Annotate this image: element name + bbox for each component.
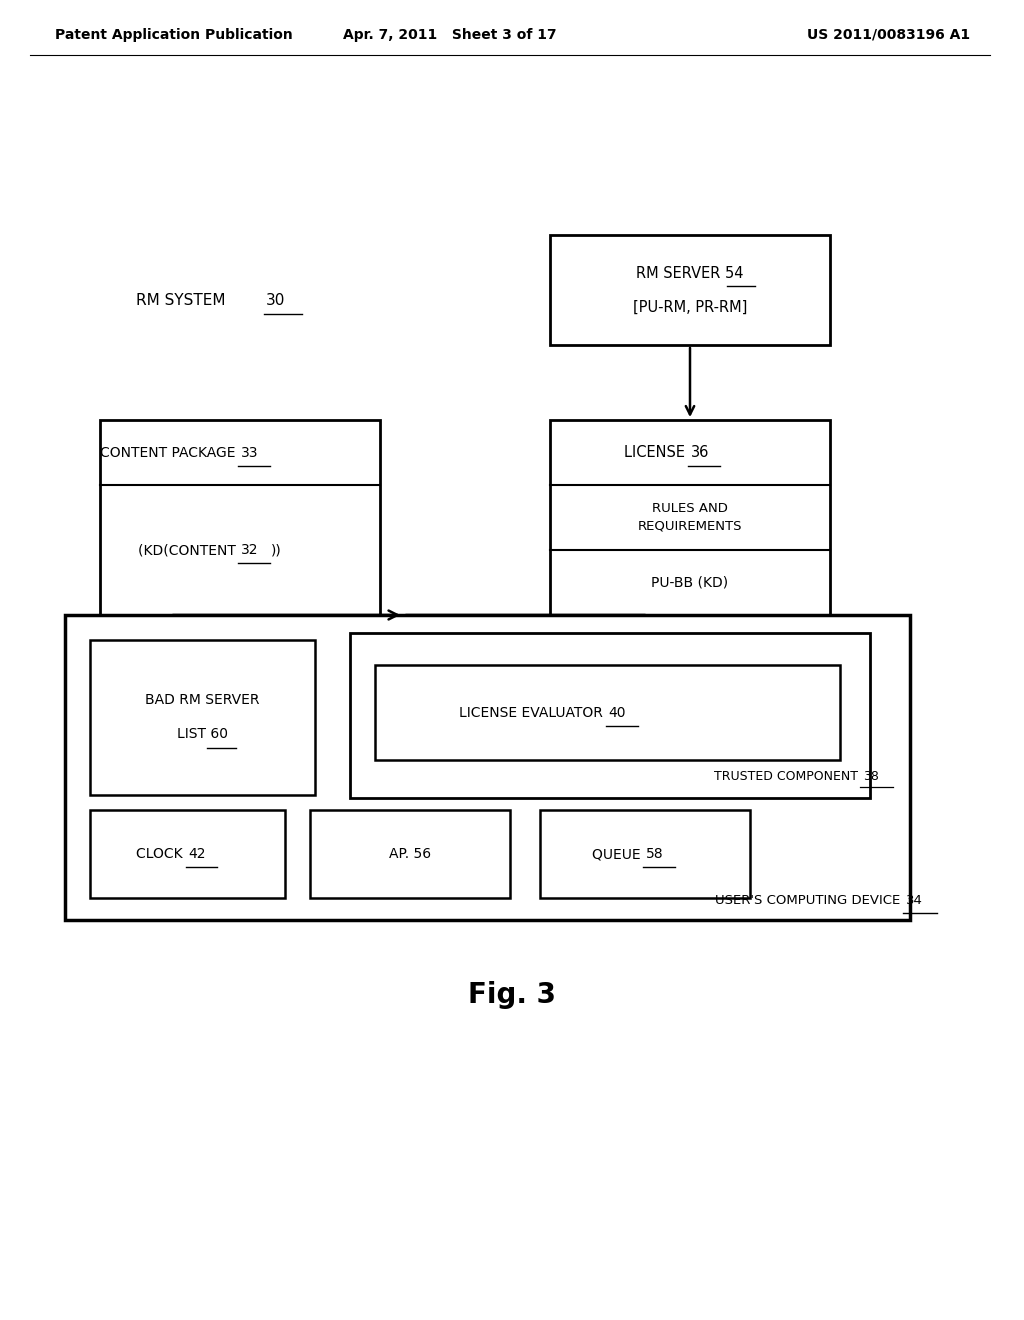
Text: CONTENT PACKAGE: CONTENT PACKAGE — [100, 446, 240, 459]
FancyBboxPatch shape — [90, 640, 315, 795]
Text: 36: 36 — [691, 445, 710, 459]
FancyBboxPatch shape — [100, 420, 380, 615]
Text: USER'S COMPUTING DEVICE: USER'S COMPUTING DEVICE — [716, 894, 905, 907]
Text: Apr. 7, 2011   Sheet 3 of 17: Apr. 7, 2011 Sheet 3 of 17 — [343, 28, 557, 42]
FancyBboxPatch shape — [90, 810, 285, 898]
Text: LICENSE: LICENSE — [625, 445, 690, 459]
FancyBboxPatch shape — [550, 420, 830, 615]
Text: )): )) — [271, 543, 282, 557]
FancyBboxPatch shape — [540, 810, 750, 898]
Text: [PU-RM, PR-RM]: [PU-RM, PR-RM] — [633, 300, 748, 314]
Text: PU-BB (KD): PU-BB (KD) — [651, 576, 728, 590]
Text: 58: 58 — [646, 847, 664, 861]
Text: 38: 38 — [863, 770, 879, 783]
Text: BAD RM SERVER: BAD RM SERVER — [145, 693, 260, 708]
FancyBboxPatch shape — [65, 615, 910, 920]
Text: LICENSE EVALUATOR: LICENSE EVALUATOR — [459, 705, 607, 719]
Text: 30: 30 — [266, 293, 286, 308]
Text: RM SYSTEM: RM SYSTEM — [135, 293, 230, 308]
Text: Fig. 3: Fig. 3 — [468, 981, 556, 1008]
Text: 40: 40 — [608, 705, 626, 719]
FancyBboxPatch shape — [310, 810, 510, 898]
Text: RULES AND
REQUIREMENTS: RULES AND REQUIREMENTS — [638, 503, 742, 532]
FancyBboxPatch shape — [375, 665, 840, 760]
Text: QUEUE: QUEUE — [592, 847, 645, 861]
Text: 32: 32 — [241, 543, 258, 557]
Text: LIST 60: LIST 60 — [177, 727, 228, 742]
Text: TRUSTED COMPONENT: TRUSTED COMPONENT — [714, 770, 862, 783]
Text: US 2011/0083196 A1: US 2011/0083196 A1 — [807, 28, 970, 42]
Text: Patent Application Publication: Patent Application Publication — [55, 28, 293, 42]
Text: (KD(CONTENT: (KD(CONTENT — [138, 543, 240, 557]
Text: RM SERVER 54: RM SERVER 54 — [636, 265, 743, 281]
Text: 42: 42 — [188, 847, 206, 861]
Text: 34: 34 — [906, 894, 923, 907]
FancyBboxPatch shape — [550, 235, 830, 345]
FancyBboxPatch shape — [350, 634, 870, 799]
Text: 33: 33 — [241, 446, 258, 459]
Text: CLOCK: CLOCK — [136, 847, 187, 861]
Text: AP. 56: AP. 56 — [389, 847, 431, 861]
